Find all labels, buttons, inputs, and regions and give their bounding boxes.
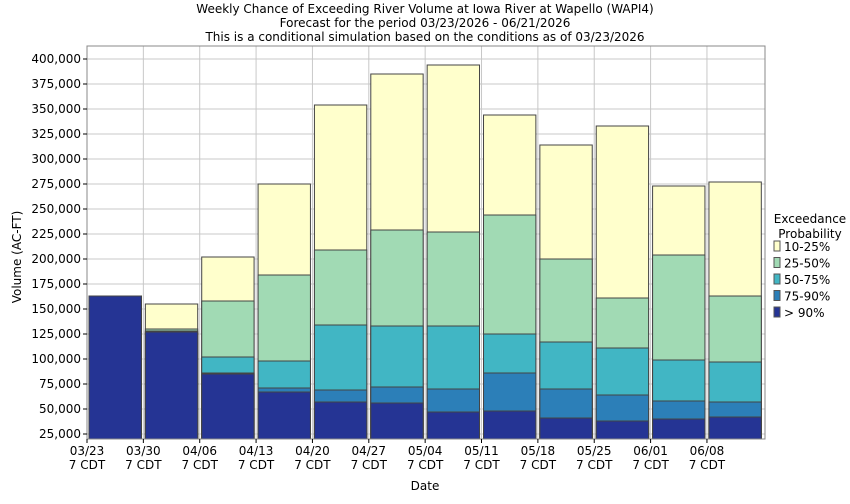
bar--90--03-23 <box>88 295 142 440</box>
y-tick-label: 100,000 <box>31 352 81 366</box>
y-tick-label: 375,000 <box>31 77 81 91</box>
x-tick-label: 05/18 <box>521 444 556 458</box>
bar--90--05-11 <box>483 410 537 440</box>
x-tick-sublabel: 7 CDT <box>69 458 106 472</box>
chart-title-line-1: Weekly Chance of Exceeding River Volume … <box>196 2 653 16</box>
bar--90--04-20 <box>313 401 368 440</box>
x-tick-label: 04/20 <box>295 444 330 458</box>
x-tick-sublabel: 7 CDT <box>576 458 613 472</box>
bar--90--06-01 <box>652 418 706 440</box>
y-tick-label: 150,000 <box>31 302 81 316</box>
legend-label: 75-90% <box>784 290 830 304</box>
bar--90--04-13 <box>257 391 311 440</box>
y-tick-label: 175,000 <box>31 277 81 291</box>
plot-frame <box>86 45 766 440</box>
legend-swatch <box>773 306 781 318</box>
x-tick-sublabel: 7 CDT <box>182 458 219 472</box>
x-tick-label: 05/04 <box>408 444 443 458</box>
bar--90--05-04 <box>426 411 481 440</box>
bar--90--05-25 <box>595 420 650 440</box>
x-tick-sublabel: 7 CDT <box>520 458 557 472</box>
legend-title-1: Exceedance <box>774 212 846 226</box>
y-tick-label: 400,000 <box>31 52 81 66</box>
bar--90--04-06 <box>201 373 255 440</box>
chart-title-line-2: Forecast for the period 03/23/2026 - 06/… <box>280 16 571 30</box>
bar--90--03-30 <box>144 331 199 440</box>
legend-title-2: Probability <box>778 227 841 241</box>
x-tick-sublabel: 7 CDT <box>125 458 162 472</box>
x-tick-sublabel: 7 CDT <box>407 458 444 472</box>
y-tick-label: 350,000 <box>31 102 81 116</box>
x-tick-label: 03/30 <box>126 444 161 458</box>
x-tick-label: 04/13 <box>239 444 274 458</box>
x-axis-label: Date <box>411 479 440 493</box>
y-tick-label: 325,000 <box>31 127 81 141</box>
x-tick-label: 05/25 <box>577 444 612 458</box>
bar--90--05-18 <box>539 417 593 440</box>
y-tick-label: 25,000 <box>39 427 81 441</box>
legend-swatch <box>773 240 781 252</box>
x-tick-label: 04/06 <box>182 444 217 458</box>
x-tick-sublabel: 7 CDT <box>294 458 331 472</box>
chart-title-line-3: This is a conditional simulation based o… <box>204 30 644 44</box>
x-tick-sublabel: 7 CDT <box>351 458 388 472</box>
legend-swatch <box>773 290 781 301</box>
y-tick-label: 200,000 <box>31 252 81 266</box>
bar--90--04-27 <box>370 402 424 440</box>
y-tick-label: 300,000 <box>31 152 81 166</box>
x-tick-label: 05/11 <box>464 444 499 458</box>
x-tick-sublabel: 7 CDT <box>689 458 726 472</box>
y-tick-label: 275,000 <box>31 177 81 191</box>
legend-label: 50-75% <box>784 273 830 287</box>
legend: Exceedance Probability 10-25% 25-50% 50-75… <box>773 212 846 320</box>
y-tick-label: 225,000 <box>31 227 81 241</box>
y-axis-label: Volume (AC-FT) <box>10 211 24 304</box>
x-tick-sublabel: 7 CDT <box>238 458 275 472</box>
legend-label: 25-50% <box>784 257 830 271</box>
y-tick-label: 125,000 <box>31 327 81 341</box>
y-tick-label: 50,000 <box>39 402 81 416</box>
x-tick-label: 04/27 <box>351 444 386 458</box>
x-tick-sublabel: 7 CDT <box>632 458 669 472</box>
y-tick-label: 75,000 <box>39 377 81 391</box>
bar--90--06-08 <box>708 416 762 440</box>
x-tick-label: 06/01 <box>633 444 668 458</box>
x-tick-sublabel: 7 CDT <box>463 458 500 472</box>
legend-label: > 90% <box>784 306 825 320</box>
y-tick-label: 250,000 <box>31 202 81 216</box>
x-tick-label: 03/23 <box>70 444 105 458</box>
legend-label: 10-25% <box>784 240 830 254</box>
x-tick-label: 06/08 <box>690 444 725 458</box>
legend-swatch <box>773 257 781 268</box>
legend-swatch <box>773 273 781 285</box>
